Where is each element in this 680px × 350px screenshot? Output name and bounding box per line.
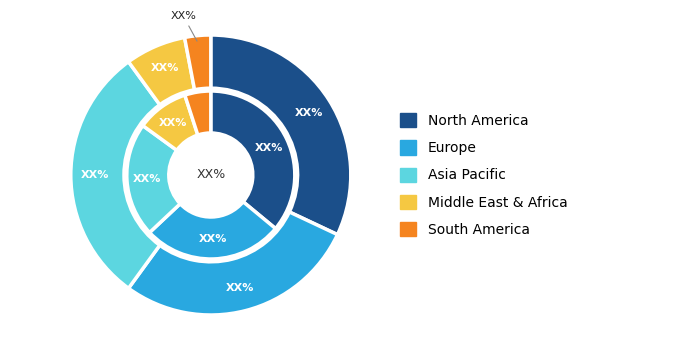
Text: XX%: XX% [196,168,226,182]
Wedge shape [129,37,194,105]
Wedge shape [150,202,275,259]
Wedge shape [143,95,198,150]
Text: XX%: XX% [170,11,197,41]
Wedge shape [71,62,160,288]
Text: XX%: XX% [158,118,187,128]
Text: XX%: XX% [133,174,160,184]
Wedge shape [211,35,351,235]
Wedge shape [185,91,211,135]
Legend: North America, Europe, Asia Pacific, Middle East & Africa, South America: North America, Europe, Asia Pacific, Mid… [400,113,567,237]
Text: XX%: XX% [150,63,179,74]
Text: XX%: XX% [80,170,109,180]
Wedge shape [126,126,180,232]
Text: XX%: XX% [199,234,227,244]
Text: XX%: XX% [226,282,254,293]
Wedge shape [211,91,295,229]
Wedge shape [129,212,337,315]
Text: XX%: XX% [255,142,284,153]
Wedge shape [184,35,211,90]
Text: XX%: XX% [294,108,323,118]
